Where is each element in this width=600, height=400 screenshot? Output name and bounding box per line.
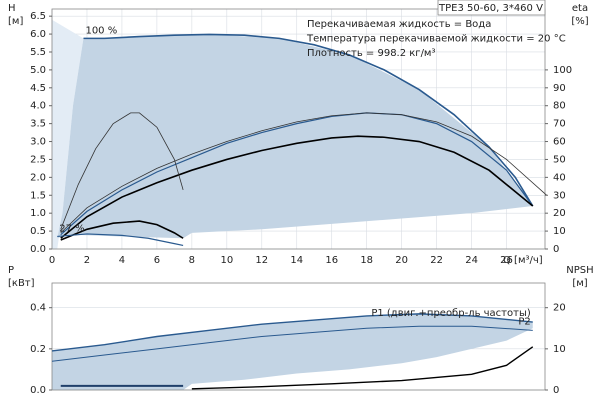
curve-label: P1 (двиг.+преобр-ль частоты)	[371, 308, 531, 319]
x-tick-label: 6	[154, 255, 160, 266]
y2-tick-label: 50	[553, 154, 566, 165]
y-tick-label: 6.5	[30, 11, 46, 22]
y2-tick-label: 90	[553, 83, 566, 94]
x-tick-label: 8	[189, 255, 195, 266]
curve	[60, 135, 534, 239]
y2-axis-unit: [%]	[571, 16, 588, 27]
y2-tick-label: 60	[553, 137, 566, 148]
y2-tick-label: 70	[553, 119, 566, 130]
x-tick-label: 22	[430, 255, 443, 266]
y-tick-label: 4.0	[30, 101, 46, 112]
y2-tick-label: 20	[553, 303, 566, 314]
x-tick-label: 12	[255, 255, 268, 266]
y2-tick-label: 10	[553, 344, 566, 355]
y-tick-label: 0.2	[30, 344, 46, 355]
y2-axis-unit: [м]	[572, 278, 587, 289]
y-tick-label: 4.5	[30, 83, 46, 94]
curve	[191, 346, 534, 390]
plot-frame	[51, 8, 546, 250]
y-tick-label: 2.0	[30, 172, 46, 183]
title-box	[437, 0, 546, 16]
curve-label: P2	[518, 316, 530, 327]
x-tick-label: 16	[325, 255, 338, 266]
y2-tick-label: 30	[553, 190, 566, 201]
y-tick-label: 3.0	[30, 137, 46, 148]
x-tick-label: 18	[360, 255, 373, 266]
curve	[51, 325, 533, 362]
y2-tick-label: 10	[553, 226, 566, 237]
y-tick-label: 1.0	[30, 208, 46, 219]
curve-label: 27 %	[59, 223, 84, 234]
annotation: Перекачиваемая жидкость = Вода	[307, 19, 491, 30]
annotation: Температура перекачиваемой жидкости = 20…	[306, 34, 566, 45]
y-tick-label: 0.0	[30, 244, 46, 255]
y-tick-label: 1.5	[30, 190, 46, 201]
x-tick-label: 24	[465, 255, 478, 266]
y-axis-unit: [м]	[8, 16, 23, 27]
operating-region	[52, 313, 533, 390]
curve	[57, 233, 184, 247]
y2-axis-label: NPSH	[566, 265, 593, 276]
x-tick-label: 4	[119, 255, 125, 266]
curve-label: 100 %	[85, 25, 117, 36]
x-tick-label: 14	[290, 255, 303, 266]
y-tick-label: 5.5	[30, 47, 46, 58]
plot-frame	[51, 282, 546, 391]
annotation: Плотность = 998.2 кг/м³	[307, 48, 436, 59]
y-tick-label: 6.0	[30, 29, 46, 40]
curve	[83, 33, 534, 207]
x-tick-label: 26	[500, 255, 513, 266]
y2-tick-label: 20	[553, 208, 566, 219]
x-tick-label: 0	[49, 255, 55, 266]
x-tick-label: 2	[84, 255, 90, 266]
curve	[60, 112, 548, 234]
y-tick-label: 0.0	[30, 385, 46, 396]
y2-tick-label: 0	[553, 244, 559, 255]
y-tick-label: 2.5	[30, 154, 46, 165]
y-tick-label: 0.5	[30, 226, 46, 237]
operating-region	[52, 19, 84, 249]
y2-tick-label: 0	[553, 385, 559, 396]
curve	[60, 112, 184, 230]
curve	[60, 112, 534, 236]
operating-region	[57, 34, 533, 239]
curve	[51, 313, 533, 352]
y-axis-label: P	[8, 265, 14, 276]
x-tick-label: 10	[220, 255, 233, 266]
y2-axis-label: eta	[572, 3, 588, 14]
y-axis-unit: [кВт]	[8, 278, 35, 289]
y-tick-label: 0.4	[30, 303, 46, 314]
y2-tick-label: 40	[553, 172, 566, 183]
x-axis-label: Q [м³/ч]	[503, 255, 543, 266]
y-axis-label: H	[8, 3, 16, 14]
curve	[60, 220, 184, 241]
y-tick-label: 3.5	[30, 119, 46, 130]
chart-title: TPE3 50-60, 3*460 V	[438, 3, 543, 14]
x-tick-label: 20	[395, 255, 408, 266]
y2-tick-label: 80	[553, 101, 566, 112]
y-tick-label: 5.0	[30, 65, 46, 76]
y2-tick-label: 100	[553, 65, 572, 76]
